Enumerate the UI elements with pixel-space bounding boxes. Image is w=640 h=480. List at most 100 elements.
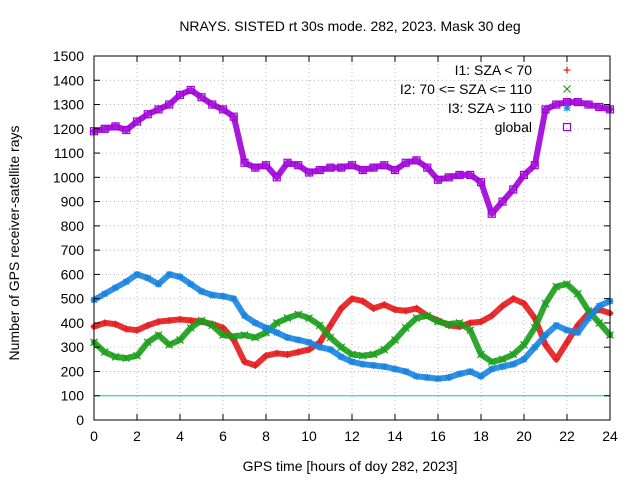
data-point-i1-sza-70-40 — [520, 300, 528, 308]
data-point-global-17 — [272, 173, 281, 182]
data-point-i1-sza-70-38 — [499, 302, 506, 310]
data-point-i1-sza-70-26 — [370, 304, 377, 312]
data-point-i1-sza-70-19 — [294, 348, 302, 356]
data-point-i3-sza-110-1 — [101, 290, 109, 298]
legend-label-i3-sza-110: I3: SZA > 110 — [448, 100, 532, 116]
data-point-global-46 — [584, 100, 593, 109]
data-point-i3-sza-110-40 — [520, 355, 528, 363]
data-point-global-19 — [294, 161, 303, 170]
data-point-i1-sza-70-17 — [273, 349, 281, 357]
data-point-i1-sza-70-16 — [262, 352, 270, 360]
data-point-i3-sza-110-13 — [230, 295, 238, 303]
data-point-i2-70-sza-110-10 — [197, 316, 206, 325]
y-tick-label: 600 — [61, 266, 85, 282]
data-point-global-23 — [337, 163, 346, 172]
data-point-i2-70-sza-110-22 — [326, 333, 335, 342]
axis-ticks: 0100200300400500600700800900100011001200… — [53, 48, 618, 444]
data-point-global-37 — [487, 209, 496, 218]
data-point-i2-70-sza-110-31 — [423, 311, 432, 320]
data-point-i2-70-sza-110-24 — [348, 350, 356, 359]
data-point-i2-70-sza-110-44 — [563, 280, 571, 289]
data-point-i3-sza-110-23 — [337, 353, 345, 361]
grid — [94, 56, 610, 420]
x-tick-label: 6 — [219, 428, 227, 444]
data-point-global-32 — [433, 175, 443, 184]
data-point-i2-70-sza-110-13 — [229, 332, 238, 341]
data-point-i2-70-sza-110-42 — [541, 299, 550, 308]
legend-marker-global — [562, 122, 572, 132]
data-point-i2-70-sza-110-5 — [143, 338, 152, 347]
data-point-global-42 — [541, 105, 550, 114]
data-point-i3-sza-110-8 — [176, 273, 184, 281]
legend-label-i1-sza-70: I1: SZA < 70 — [455, 62, 533, 78]
data-point-global-1 — [100, 124, 109, 133]
data-point-i3-sza-110-25 — [359, 360, 367, 368]
data-point-i3-sza-110-32 — [434, 375, 442, 383]
data-point-i1-sza-70-12 — [219, 324, 227, 332]
data-point-i3-sza-110-44 — [563, 326, 571, 334]
data-point-global-10 — [197, 93, 206, 102]
data-point-i3-sza-110-10 — [198, 287, 205, 295]
data-point-i1-sza-70-1 — [101, 319, 109, 327]
data-point-i3-sza-110-15 — [251, 319, 259, 327]
data-point-i2-70-sza-110-7 — [165, 340, 174, 349]
data-point-i2-70-sza-110-28 — [391, 335, 399, 344]
data-point-global-30 — [412, 156, 421, 165]
data-point-i3-sza-110-21 — [316, 343, 324, 351]
data-point-i1-sza-70-23 — [337, 304, 345, 312]
data-point-i3-sza-110-3 — [122, 278, 130, 286]
data-point-i2-70-sza-110-29 — [401, 323, 410, 332]
data-point-i3-sza-110-24 — [348, 358, 356, 366]
y-tick-label: 400 — [61, 315, 85, 331]
data-point-i2-70-sza-110-20 — [305, 314, 313, 323]
y-tick-label: 300 — [61, 339, 85, 355]
data-point-i1-sza-70-44 — [563, 338, 571, 346]
data-point-i3-sza-110-39 — [509, 360, 517, 368]
data-point-i1-sza-70-30 — [413, 304, 420, 312]
data-point-global-12 — [218, 105, 228, 114]
y-tick-label: 800 — [61, 218, 85, 234]
data-point-i2-70-sza-110-47 — [595, 319, 604, 327]
y-tick-label: 1200 — [53, 121, 84, 137]
y-tick-label: 500 — [61, 291, 85, 307]
data-point-i1-sza-70-8 — [176, 315, 184, 323]
series-layer — [89, 85, 615, 383]
x-axis-label: GPS time [hours of doy 282, 2023] — [243, 458, 458, 474]
data-point-i2-70-sza-110-4 — [133, 351, 141, 360]
data-point-global-6 — [154, 105, 163, 114]
data-point-global-8 — [175, 90, 185, 99]
y-tick-label: 200 — [61, 363, 85, 379]
data-point-i3-sza-110-17 — [273, 329, 281, 337]
chart-title: NRAYS. SISTED rt 30s mode. 282, 2023. Ma… — [179, 18, 520, 34]
data-point-i1-sza-70-27 — [380, 301, 388, 309]
data-point-i3-sza-110-29 — [402, 367, 410, 375]
data-point-global-13 — [229, 112, 238, 121]
data-point-i3-sza-110-33 — [445, 374, 453, 382]
data-point-global-45 — [573, 98, 582, 107]
legend-marker-i2-70-sza-110 — [563, 85, 571, 93]
x-tick-label: 10 — [301, 428, 317, 444]
data-point-i1-sza-70-7 — [165, 317, 173, 325]
x-tick-label: 20 — [516, 428, 532, 444]
series-global — [89, 85, 615, 218]
data-point-i3-sza-110-47 — [595, 302, 603, 310]
data-point-i2-70-sza-110-6 — [154, 331, 163, 339]
data-point-i1-sza-70-6 — [155, 318, 162, 326]
data-point-i3-sza-110-18 — [284, 333, 291, 341]
data-point-i3-sza-110-38 — [499, 363, 506, 371]
data-point-global-24 — [347, 161, 357, 170]
data-point-global-25 — [358, 165, 367, 175]
data-point-i3-sza-110-45 — [574, 329, 582, 337]
data-point-i1-sza-70-36 — [477, 318, 485, 326]
data-point-global-7 — [165, 100, 174, 109]
legend-marker-i3-sza-110 — [563, 104, 571, 112]
data-point-i2-70-sza-110-1 — [100, 348, 109, 356]
x-tick-label: 12 — [344, 428, 360, 444]
data-point-i3-sza-110-16 — [262, 324, 270, 332]
data-point-i1-sza-70-20 — [305, 346, 313, 354]
data-point-global-2 — [111, 122, 120, 131]
y-tick-label: 900 — [61, 194, 85, 210]
legend: I1: SZA < 70 I2: 70 <= SZA <= 110 I3: SZA … — [400, 62, 572, 135]
data-point-global-15 — [251, 163, 260, 172]
